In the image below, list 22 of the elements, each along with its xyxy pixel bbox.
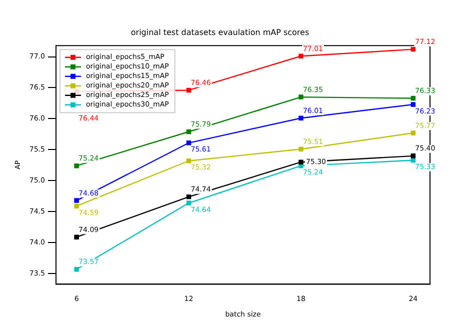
point xyxy=(186,200,192,206)
point xyxy=(410,154,416,158)
point xyxy=(186,194,192,200)
point xyxy=(186,129,192,134)
point xyxy=(186,140,192,146)
point xyxy=(298,146,304,152)
point xyxy=(410,96,416,101)
point xyxy=(186,88,192,93)
point xyxy=(298,94,304,100)
point xyxy=(410,46,416,52)
point xyxy=(74,266,79,272)
point xyxy=(410,102,416,107)
point xyxy=(298,116,304,120)
point xyxy=(74,163,79,168)
chart-title: original test datasets evaulation mAP scores xyxy=(130,28,310,37)
point xyxy=(74,234,79,240)
point xyxy=(186,158,192,164)
point xyxy=(298,54,304,59)
point xyxy=(298,160,304,164)
point xyxy=(74,204,79,208)
point xyxy=(410,130,416,136)
point xyxy=(74,198,79,203)
